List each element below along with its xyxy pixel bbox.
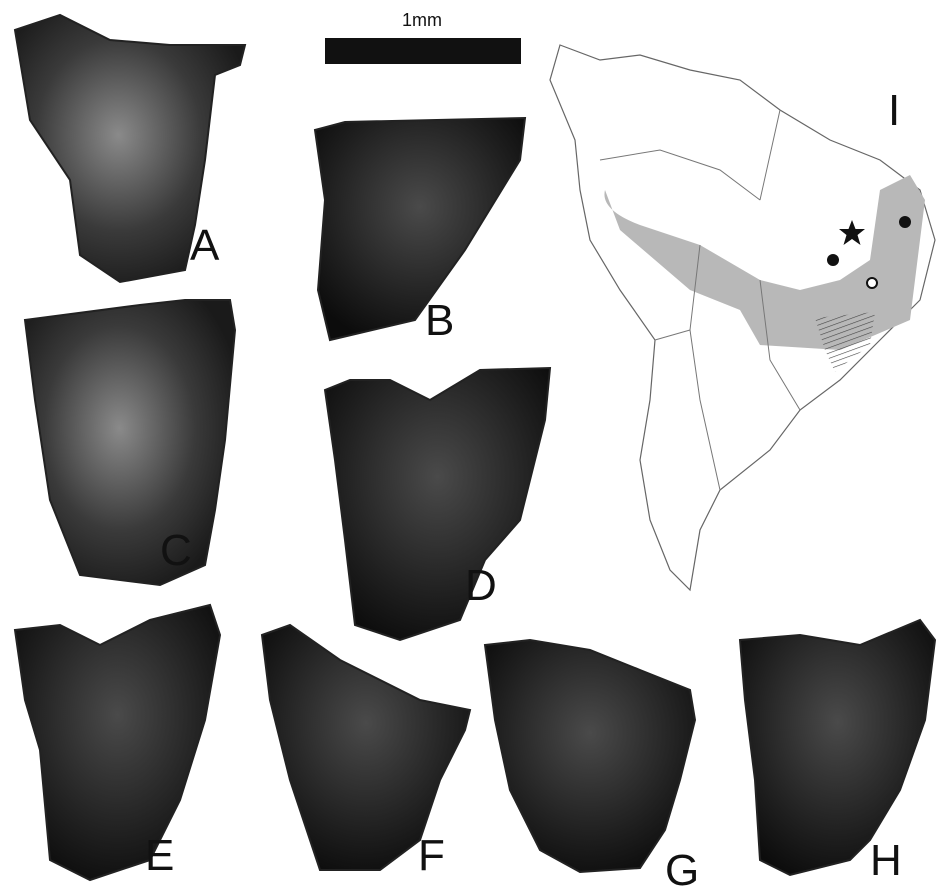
- scale-bar: 1mm: [325, 10, 521, 64]
- locality-dot: [899, 216, 911, 228]
- tooth-h: [740, 620, 935, 875]
- panel-label: I: [888, 86, 900, 135]
- figure: 1mm A B C D E F G H I: [0, 0, 944, 893]
- panel-label: H: [870, 836, 902, 885]
- locality-open-dot: [867, 278, 877, 288]
- panel-label: G: [665, 846, 699, 893]
- map: [550, 45, 935, 590]
- tooth-e: [15, 605, 220, 880]
- panel-label: B: [425, 296, 454, 345]
- panel-label: A: [190, 221, 220, 270]
- panel-label: E: [145, 831, 174, 880]
- scale-bar-label: 1mm: [402, 10, 442, 30]
- panel-label: C: [160, 526, 192, 575]
- scale-bar-rect: [325, 38, 521, 64]
- panel-label: F: [418, 831, 445, 880]
- tooth-c: [25, 300, 235, 585]
- tooth-d: [325, 368, 550, 640]
- locality-dot: [827, 254, 839, 266]
- panel-label: D: [465, 561, 497, 610]
- tooth-b: [315, 118, 525, 340]
- tooth-g: [485, 640, 695, 872]
